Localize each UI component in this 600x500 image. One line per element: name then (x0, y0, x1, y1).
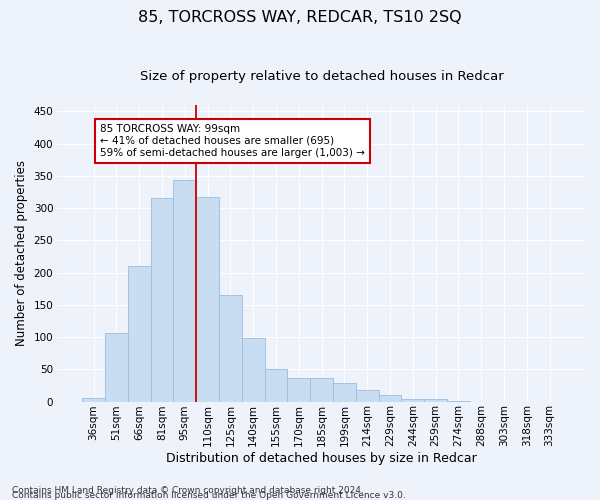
Bar (105, 332, 128, 402)
Bar (128, 266, 151, 402)
Bar (401, 399, 424, 402)
Text: 85, TORCROSS WAY, REDCAR, TS10 2SQ: 85, TORCROSS WAY, REDCAR, TS10 2SQ (138, 10, 462, 25)
Text: Contains public sector information licensed under the Open Government Licence v3: Contains public sector information licen… (12, 490, 406, 500)
Bar (447, 401, 470, 402)
Y-axis label: Number of detached properties: Number of detached properties (15, 160, 28, 346)
Bar (151, 198, 173, 402)
Title: Size of property relative to detached houses in Redcar: Size of property relative to detached ho… (140, 70, 503, 83)
Bar (379, 395, 401, 402)
X-axis label: Distribution of detached houses by size in Redcar: Distribution of detached houses by size … (166, 452, 477, 465)
Bar (196, 196, 219, 402)
Bar (173, 180, 196, 402)
Bar (333, 384, 356, 402)
Bar (242, 338, 265, 402)
Text: Contains HM Land Registry data © Crown copyright and database right 2024.: Contains HM Land Registry data © Crown c… (12, 486, 364, 495)
Bar (219, 295, 242, 402)
Bar (82, 398, 105, 402)
Bar (310, 378, 333, 402)
Bar (287, 378, 310, 402)
Bar (356, 390, 379, 402)
Bar (424, 399, 447, 402)
Bar (265, 368, 287, 402)
Text: 85 TORCROSS WAY: 99sqm
← 41% of detached houses are smaller (695)
59% of semi-de: 85 TORCROSS WAY: 99sqm ← 41% of detached… (100, 124, 365, 158)
